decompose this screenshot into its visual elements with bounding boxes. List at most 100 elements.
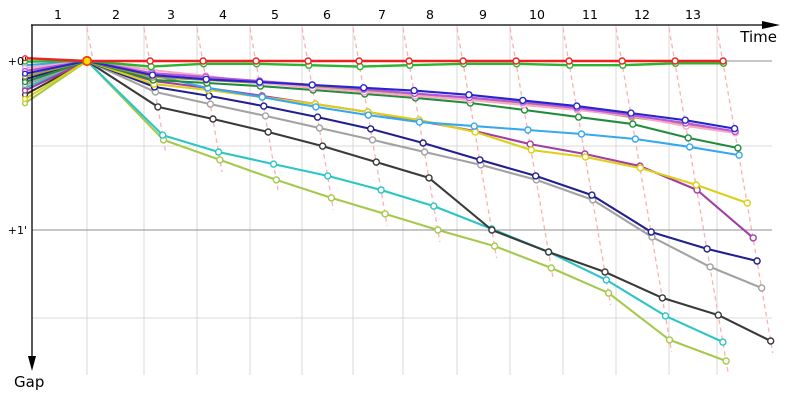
series-navy-marker — [476, 156, 484, 164]
series-purple — [21, 59, 757, 242]
series-dodger-blue-marker — [577, 130, 586, 138]
time-tick-label: 11 — [582, 7, 598, 22]
series-dodger-blue-marker — [312, 103, 320, 111]
series-yellow-marker — [743, 199, 751, 207]
series-red-marker — [671, 57, 679, 65]
series-royal-blue-marker — [308, 81, 316, 89]
series-red-marker — [405, 57, 413, 65]
control-dashed-line — [716, 27, 774, 354]
start-convergence-marker — [81, 55, 93, 67]
series-purple-marker — [526, 140, 534, 148]
series-gray-marker — [706, 263, 714, 271]
series-cyan-marker — [719, 338, 727, 346]
series-navy-marker — [703, 245, 711, 253]
time-tick-label: 1 — [54, 7, 62, 22]
series-yellow-marker — [692, 181, 700, 189]
series-gray-marker — [206, 100, 215, 108]
series-violet-line — [24, 59, 736, 133]
series-cyan-marker — [377, 186, 385, 194]
series-black-marker — [318, 142, 327, 150]
series-black-marker — [544, 248, 553, 256]
time-tick-label: 8 — [426, 7, 434, 22]
series-dark-green-marker — [684, 134, 692, 142]
control-dashed-line — [196, 27, 223, 172]
series-cyan-marker — [602, 276, 610, 284]
time-axis-title: Time — [739, 28, 777, 46]
series-yellow-marker — [527, 146, 535, 154]
series-yellow-green-marker — [381, 210, 389, 218]
series-dark-green-marker — [21, 78, 29, 86]
series-navy-marker — [753, 257, 761, 265]
series-royal-blue-marker — [627, 109, 635, 117]
series-red-marker — [304, 57, 312, 65]
series-red-marker — [355, 57, 363, 65]
control-dashed-line — [86, 27, 94, 59]
series-dodger-blue-marker — [470, 122, 478, 130]
time-tick-label: 12 — [634, 7, 650, 22]
series-black-marker — [425, 174, 433, 182]
series-cyan-marker — [214, 148, 223, 156]
series-cyan — [21, 59, 727, 346]
time-tick-label: 5 — [271, 7, 279, 22]
series-red-marker — [512, 57, 520, 65]
series-dodger-blue-marker — [258, 93, 266, 101]
series-red — [21, 55, 727, 65]
series-black-marker — [154, 103, 162, 111]
series-dark-green-marker — [734, 144, 742, 152]
series-yellow-green-marker — [272, 176, 280, 184]
series-black-marker — [658, 294, 667, 302]
control-dashed-line — [562, 27, 612, 306]
series-navy-marker — [313, 113, 322, 121]
series-cyan-marker — [430, 202, 438, 210]
series-navy-marker — [260, 102, 268, 110]
series-red-marker — [565, 57, 573, 65]
series-navy-marker — [532, 172, 540, 180]
series-royal-blue-marker — [202, 75, 210, 84]
series-black-marker — [209, 115, 217, 123]
time-tick-label: 3 — [167, 7, 175, 22]
series-royal-blue-marker — [573, 102, 581, 110]
series-royal-blue-marker — [21, 70, 29, 77]
series-yellow-marker — [636, 164, 644, 172]
series-royal-blue-marker — [148, 71, 157, 79]
series-yellow-green — [21, 59, 730, 365]
time-tick-label: 7 — [378, 7, 386, 22]
series-purple-marker — [21, 87, 29, 94]
series-cyan-marker — [269, 160, 278, 168]
series-navy-marker — [647, 228, 655, 236]
gap-tick-label: +0' — [8, 55, 27, 68]
series-cyan-marker — [661, 312, 670, 320]
series-yellow-green-marker — [434, 226, 442, 234]
series-dodger-blue-marker — [631, 135, 640, 143]
time-tick-label: 10 — [529, 7, 545, 22]
series-royal-blue-marker — [410, 86, 418, 95]
series-dark-green-line — [24, 59, 739, 150]
series-gray-marker — [261, 112, 270, 120]
series-royal-blue-marker — [681, 116, 689, 124]
control-dashed-line — [456, 27, 498, 259]
series-yellow-marker — [581, 153, 590, 161]
series-yellow-green-marker — [547, 264, 555, 272]
series-gray-marker — [420, 148, 429, 156]
series-yellow-green-marker — [604, 289, 613, 297]
control-dashed-line — [509, 27, 554, 281]
series-dodger-blue-marker — [364, 111, 372, 119]
series-red-marker — [199, 57, 207, 65]
series-black-marker — [264, 128, 272, 136]
series-cyan-marker — [158, 131, 167, 139]
series-black-marker — [488, 226, 496, 234]
series-gray-marker — [368, 136, 377, 144]
series-yellow-green-marker — [327, 194, 336, 202]
series-yellow-line — [24, 59, 748, 204]
series-green-line — [24, 59, 724, 68]
time-axis-arrow-icon — [762, 21, 780, 29]
gap-axis-arrow-icon — [28, 356, 36, 371]
series-red-marker — [21, 55, 29, 62]
series-cyan-marker — [324, 172, 332, 180]
series-royal-blue — [21, 59, 739, 133]
series-navy-marker — [367, 125, 375, 133]
series-navy-marker — [588, 191, 596, 199]
series-red-line — [24, 57, 724, 63]
